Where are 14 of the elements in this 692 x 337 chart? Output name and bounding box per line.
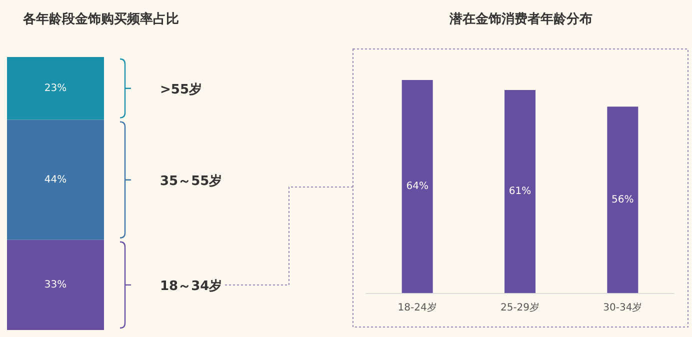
legend-label: >55岁 <box>160 82 202 98</box>
data-label: 61% <box>508 186 532 197</box>
chart-title: 潜在金饰消费者年龄分布 <box>448 12 592 27</box>
data-label: 33% <box>44 279 67 290</box>
legend-label: 35～55岁 <box>160 174 222 189</box>
x-tick-label: 30-34岁 <box>603 302 642 314</box>
data-label: 23% <box>44 82 67 94</box>
data-label: 44% <box>44 174 67 186</box>
legend-label: 18～34岁 <box>160 278 222 294</box>
data-label: 56% <box>612 194 634 206</box>
x-tick-label: 25-29岁 <box>500 302 540 314</box>
x-tick-label: 18-24岁 <box>398 302 437 314</box>
data-label: 64% <box>406 180 428 192</box>
chart-title: 各年龄段金饰购买频率占比 <box>22 11 179 27</box>
